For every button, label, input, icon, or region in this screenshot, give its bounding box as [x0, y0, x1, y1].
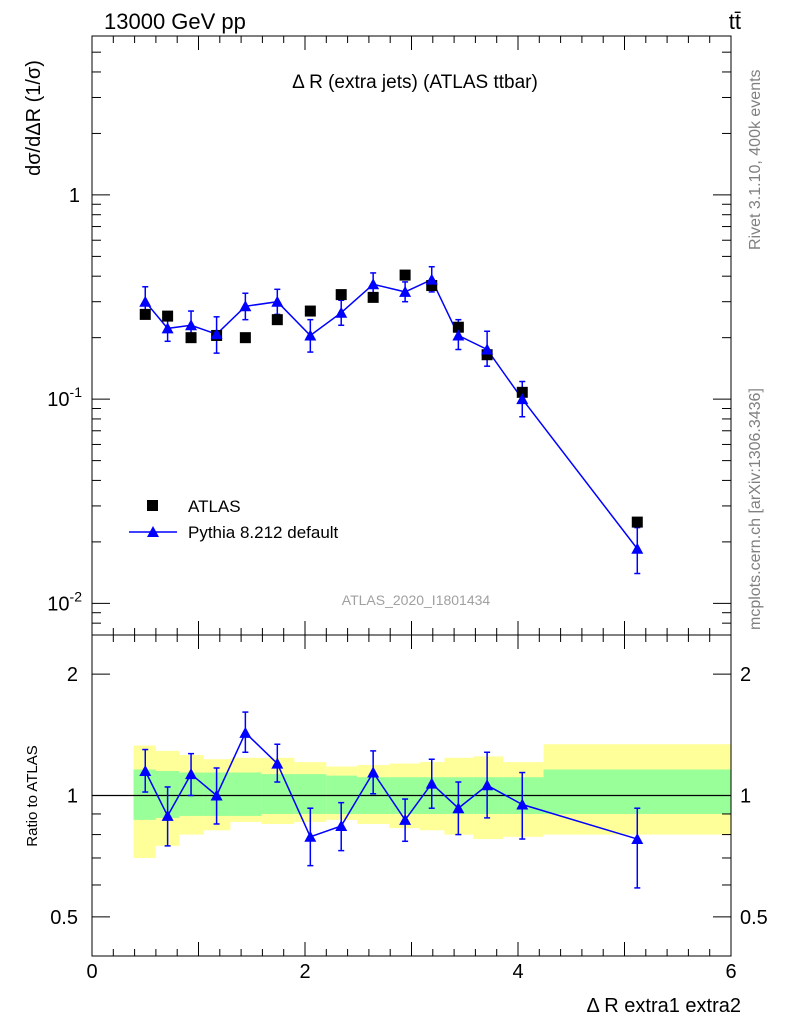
atlas-data-point	[139, 308, 151, 320]
ratio-band-green	[230, 772, 262, 816]
ratio-data-point	[210, 789, 223, 801]
x-tick-label: 2	[299, 961, 310, 983]
rivet-version-label: Rivet 3.1.10, 400k events	[747, 69, 764, 250]
x-tick-label: 6	[725, 961, 736, 983]
atlas-data-point	[239, 332, 251, 344]
legend: ATLAS Pythia 8.212 default	[129, 497, 339, 542]
process-label: tt̄	[729, 9, 741, 34]
ratio-y-tick-label-right: 1	[740, 786, 751, 808]
ratio-data-point	[367, 766, 380, 778]
pythia-data-point	[516, 393, 529, 405]
atlas-data-point	[452, 321, 464, 333]
ratio-y-tick-label: 2	[67, 664, 78, 686]
ratio-y-tick-label: 0.5	[50, 907, 78, 929]
ratio-data-point	[425, 777, 438, 789]
pythia-data-point	[367, 278, 380, 290]
ratio-data-point	[161, 809, 174, 821]
main-y-axis-label: dσ/dΔR (1/σ)	[23, 60, 45, 176]
ratio-y-tick-label-right: 2	[740, 664, 751, 686]
pythia-data-point	[335, 306, 348, 318]
ratio-y-axis-title: Ratio to ATLAS	[24, 745, 41, 846]
main-plot-title: Δ R (extra jets) (ATLAS ttbar)	[292, 72, 538, 93]
atlas-data-point	[426, 280, 438, 292]
ratio-data-point	[631, 833, 644, 845]
atlas-data-point	[162, 310, 174, 322]
atlas-data-point	[631, 516, 643, 528]
pythia-data-point	[425, 273, 438, 285]
pythia-data-point	[452, 329, 465, 341]
ratio-data-point	[399, 813, 412, 825]
atlas-data-point	[335, 289, 347, 301]
pythia-data-point	[139, 295, 152, 307]
analysis-tag: ATLAS_2020_I1801434	[342, 592, 491, 608]
ratio-series-layer	[139, 711, 644, 889]
ratio-panel: 0.5 0.5 1 1 2 2 0 2 4 6 Ratio to ATLAS Δ R extra1…	[24, 634, 768, 1017]
ratio-y-tick-label-right: 0.5	[740, 907, 768, 929]
atlas-data-point	[185, 332, 197, 344]
legend-atlas-marker	[147, 500, 158, 511]
legend-pythia-label: Pythia 8.212 default	[188, 523, 339, 542]
ratio-data-point	[185, 768, 198, 780]
pythia-data-point	[481, 343, 494, 355]
pythia-data-point	[399, 285, 412, 297]
atlas-data-point	[516, 386, 528, 398]
atlas-data-point	[367, 291, 379, 303]
ratio-data-point	[335, 820, 348, 832]
ratio-band-green	[543, 769, 731, 814]
ratio-data-point	[139, 765, 152, 777]
atlas-data-point	[399, 269, 411, 281]
pythia-data-point	[304, 329, 317, 341]
ratio-y-tick-label: 1	[67, 786, 78, 808]
atlas-data-point	[304, 305, 316, 317]
main-y-tick-label: 10-1	[47, 384, 82, 411]
x-tick-label: 4	[512, 961, 523, 983]
pythia-data-point	[161, 322, 174, 334]
ratio-data-point	[452, 802, 465, 814]
ratio-data-point	[516, 798, 529, 810]
mcplots-label: mcplots.cern.ch [arXiv:1306.3436]	[747, 388, 764, 630]
ratio-axes: 0.5 0.5 1 1 2 2 0 2 4 6	[50, 634, 768, 983]
atlas-data-point	[271, 314, 283, 326]
main-y-axis: 10-2 10-1 1	[47, 35, 732, 636]
x-tick-label: 0	[86, 961, 97, 983]
main-series-layer	[139, 265, 644, 575]
ratio-data-point	[239, 726, 252, 738]
ratio-band-green	[294, 774, 327, 814]
pythia-data-point	[210, 328, 223, 340]
pythia-data-point	[271, 295, 284, 307]
main-y-tick-label: 1	[69, 185, 80, 207]
main-y-axis-title: dσ/dΔR (1/σ)	[23, 60, 45, 176]
ratio-data-point	[481, 779, 494, 791]
legend-pythia-marker	[147, 526, 159, 537]
legend-atlas-label: ATLAS	[188, 497, 241, 516]
main-y-tick-label: 10-2	[47, 588, 82, 615]
pythia-data-point	[631, 542, 644, 554]
ratio-data-point	[271, 757, 284, 769]
atlas-data-point	[481, 349, 493, 361]
energy-label: 13000 GeV pp	[104, 9, 246, 34]
main-panel: Δ R (extra jets) (ATLAS ttbar) ATLAS_202…	[23, 35, 732, 636]
pythia-data-point	[185, 319, 198, 331]
x-axis-title: Δ R extra1 extra2	[586, 995, 741, 1017]
ratio-data-point	[304, 830, 317, 842]
pythia-data-point	[239, 300, 252, 312]
